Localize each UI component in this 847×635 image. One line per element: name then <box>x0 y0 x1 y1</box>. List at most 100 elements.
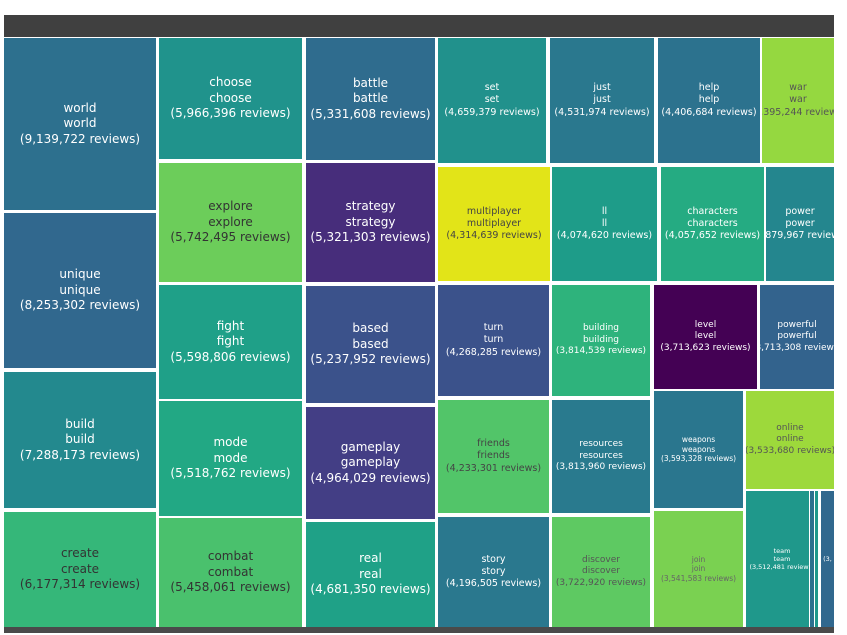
tile-battle[interactable]: battle battle (5,331,608 reviews) <box>305 38 436 161</box>
tile-unlabeled-35[interactable] <box>809 490 815 627</box>
tile-weapons[interactable]: weapons weapons (3,593,328 reviews) <box>653 390 744 509</box>
tile-value: (5,458,061 reviews) <box>170 580 291 595</box>
tile-discover[interactable]: discover discover (3,722,920 reviews) <box>551 516 651 627</box>
tile-join[interactable]: join join (3,541,583 reviews) <box>653 510 744 627</box>
tile-value: (9,139,722 reviews) <box>19 131 141 146</box>
tile-label: powerful <box>777 319 817 330</box>
tile-value: (4,057,652 reviews) <box>664 230 761 242</box>
tile-value: (3,541,583 reviews) <box>660 573 737 583</box>
tile-label: gameplay <box>340 439 401 454</box>
tile-label-repeat: war <box>789 94 807 106</box>
tile-value: (8,253,302 reviews) <box>19 298 141 313</box>
tile-friends[interactable]: friends friends (4,233,301 reviews) <box>437 399 550 514</box>
tile-turn[interactable]: turn turn (4,268,285 reviews) <box>437 284 550 397</box>
tile-label-repeat: turn <box>483 334 504 346</box>
tile-based[interactable]: based based (5,237,952 reviews) <box>305 285 436 404</box>
tile-value: (5,966,396 reviews) <box>170 106 291 121</box>
tile-value: (4,268,285 reviews) <box>445 346 542 358</box>
tile-just[interactable]: just just (4,531,974 reviews) <box>549 38 655 164</box>
tile-value: (4,681,350 reviews) <box>310 582 431 597</box>
tile-help[interactable]: help help (4,406,684 reviews) <box>657 38 761 164</box>
tile-label-repeat: world <box>63 116 97 131</box>
tile-world[interactable]: world world (9,139,722 reviews) <box>4 38 157 211</box>
tile-label-repeat: real <box>359 566 382 581</box>
tile-value: (5,331,608 reviews) <box>310 106 431 121</box>
tile-gameplay[interactable]: gameplay gameplay (4,964,029 reviews) <box>305 406 436 520</box>
tile-value: (3,879,967 reviews) <box>766 230 834 242</box>
tile-value: (5,321,303 reviews) <box>310 230 431 245</box>
tile-create[interactable]: create create (6,177,314 reviews) <box>4 511 157 627</box>
tile-label: story <box>481 553 506 565</box>
tile-value: (7,288,173 reviews) <box>19 447 141 462</box>
tile-value: (4,395,244 reviews) <box>762 106 834 118</box>
top-bar <box>4 15 834 37</box>
tile-value: (4,196,505 reviews) <box>445 578 542 590</box>
tile-value: (4,314,639 reviews) <box>446 230 542 242</box>
tile-label-repeat: mode <box>213 450 248 465</box>
tile-value: (4,531,974 reviews) <box>554 106 650 118</box>
tile-label: unique <box>59 267 101 282</box>
tile-story[interactable]: story story (4,196,505 reviews) <box>437 516 550 627</box>
tile-label: power <box>785 205 815 217</box>
tile-label: based <box>352 321 389 336</box>
tile-value: (5,742,495 reviews) <box>170 230 291 245</box>
tile-set[interactable]: set set (4,659,379 reviews) <box>437 38 547 164</box>
tile-label-repeat: combat <box>207 564 254 579</box>
tile-online[interactable]: online online (3,533,680 reviews) <box>745 390 834 490</box>
tile-label-repeat: help <box>698 94 720 106</box>
tile-label-repeat: weapons <box>681 444 716 454</box>
tile-label: discover <box>582 554 620 565</box>
tile-unlabeled-34[interactable]: (3, <box>820 490 834 627</box>
tile-building[interactable]: building building (3,814,539 reviews) <box>551 284 651 397</box>
tile-label: war <box>789 82 807 94</box>
tile-build[interactable]: build build (7,288,173 reviews) <box>4 371 157 509</box>
tile-label: explore <box>208 199 253 214</box>
tile-label-repeat: friends <box>477 450 510 462</box>
tile-level[interactable]: level level (3,713,623 reviews) <box>653 284 758 390</box>
tile-team[interactable]: team team (3,512,481 reviews) <box>745 490 819 627</box>
tile-label-repeat: set <box>484 94 500 106</box>
tile-label-repeat: battle <box>352 91 389 106</box>
tile-ll[interactable]: ll ll (4,074,620 reviews) <box>551 166 658 282</box>
tile-explore[interactable]: explore explore (5,742,495 reviews) <box>158 162 303 283</box>
tile-real[interactable]: real real (4,681,350 reviews) <box>305 521 436 627</box>
tile-characters[interactable]: characters characters (4,057,652 reviews) <box>660 166 765 282</box>
tile-value: (4,964,029 reviews) <box>310 470 431 485</box>
tile-value: (5,237,952 reviews) <box>310 352 431 367</box>
tile-value: (5,518,762 reviews) <box>170 466 291 481</box>
tile-mode[interactable]: mode mode (5,518,762 reviews) <box>158 400 303 517</box>
tile-label-repeat: create <box>60 561 100 576</box>
tile-resources[interactable]: resources resources (3,813,960 reviews) <box>551 399 651 514</box>
tile-label: characters <box>687 205 738 217</box>
tile-label: combat <box>207 549 254 564</box>
tile-fight[interactable]: fight fight (5,598,806 reviews) <box>158 284 303 400</box>
tile-value: (4,659,379 reviews) <box>444 106 540 118</box>
tile-label: friends <box>477 438 510 450</box>
tile-unique[interactable]: unique unique (8,253,302 reviews) <box>4 212 157 369</box>
tile-label-repeat: just <box>593 94 611 106</box>
tile-label-repeat: power <box>785 217 815 229</box>
tile-label: set <box>484 82 500 94</box>
tile-label-repeat: characters <box>687 217 738 229</box>
tile-strategy[interactable]: strategy strategy (5,321,303 reviews) <box>305 162 436 283</box>
treemap: world world (9,139,722 reviews) unique uniqu… <box>4 38 834 627</box>
tile-label-repeat: powerful <box>777 331 817 342</box>
tile-label: choose <box>209 75 252 90</box>
tile-multiplayer[interactable]: multiplayer multiplayer (4,314,639 reviews… <box>437 166 551 282</box>
tile-label: strategy <box>345 199 396 214</box>
tile-combat[interactable]: combat combat (5,458,061 reviews) <box>158 517 303 627</box>
tile-value: (3,593,328 reviews) <box>660 454 737 464</box>
tile-value: (3,814,539 reviews) <box>555 346 647 357</box>
tile-label-repeat: level <box>694 331 717 342</box>
tile-label: building <box>582 323 620 334</box>
tile-value: (3,813,960 reviews) <box>555 462 647 473</box>
tile-value: (3, <box>823 554 832 563</box>
tile-label-repeat: building <box>582 334 620 345</box>
tile-label-repeat: resources <box>579 450 623 461</box>
tile-label: online <box>776 422 804 433</box>
tile-choose[interactable]: choose choose (5,966,396 reviews) <box>158 38 303 160</box>
tile-value: (3,722,920 reviews) <box>555 577 647 588</box>
